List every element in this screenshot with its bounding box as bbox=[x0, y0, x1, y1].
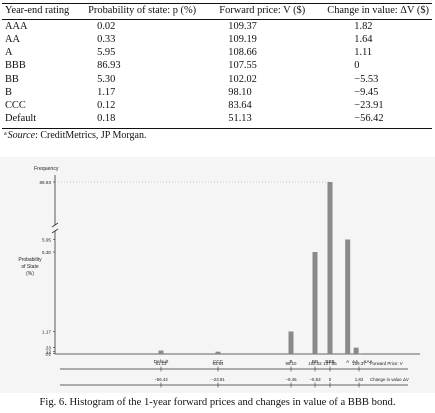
cell-rating: AA bbox=[5, 33, 21, 45]
price-tick-label: 102.02 bbox=[308, 361, 322, 366]
y-axis-side-label: Probability bbox=[18, 257, 42, 263]
cell-rating: CCC bbox=[5, 99, 26, 111]
category-label: CCC bbox=[213, 359, 224, 364]
bar-bbb bbox=[327, 182, 333, 354]
table-row: Default 0.18 51.13 −56.42 bbox=[2, 112, 432, 129]
header-change-in-value: Change in value: ΔV ($) bbox=[324, 2, 432, 21]
y-tick-label: 86.93 bbox=[40, 180, 52, 185]
table-row: B 1.17 98.10 −9.45 bbox=[2, 86, 432, 99]
bar-default bbox=[158, 350, 164, 354]
change-tick-label: 0 bbox=[329, 377, 332, 382]
category-label: BB bbox=[312, 359, 318, 364]
bar-a bbox=[345, 239, 351, 354]
category-label: AAA bbox=[363, 359, 373, 364]
table-header-row: Year-end rating Probability of state: p … bbox=[2, 2, 432, 21]
cell-change-in-value: 0 bbox=[354, 60, 360, 72]
cell-rating: BBB bbox=[5, 60, 26, 72]
y-tick-label: .33 bbox=[45, 345, 52, 350]
price-tick-label: 107.55 bbox=[323, 361, 337, 366]
price-tick-label: 51.13 bbox=[156, 361, 168, 366]
axis-break-mark bbox=[51, 228, 59, 234]
cell-forward-price: 109.37 bbox=[228, 20, 257, 32]
price-tick-label: 109.37 bbox=[352, 361, 366, 366]
cell-rating: AAA bbox=[5, 20, 28, 32]
cell-forward-price: 98.10 bbox=[228, 86, 252, 98]
rating-table: Year-end rating Probability of state: p … bbox=[2, 2, 432, 129]
change-value-axis-label: Change in value ΔV bbox=[370, 377, 409, 382]
cell-probability: 0.18 bbox=[85, 112, 217, 129]
table-row: CCC 0.12 83.64 −23.91 bbox=[2, 100, 432, 113]
cell-change-in-value: −5.53 bbox=[354, 73, 379, 85]
cell-change-in-value: −23.91 bbox=[354, 99, 384, 111]
header-rating: Year-end rating bbox=[2, 2, 86, 21]
cell-change-in-value: −56.42 bbox=[324, 112, 432, 129]
cell-rating: Default bbox=[2, 112, 86, 129]
category-label: BBB bbox=[325, 359, 334, 364]
cell-forward-price: 108.66 bbox=[228, 47, 257, 59]
cell-probability: 0.33 bbox=[97, 33, 116, 45]
forward-price-axis-label: Forward Price: V bbox=[370, 361, 403, 366]
y-tick-label: .02 bbox=[45, 351, 52, 356]
y-tick-label: 5.95 bbox=[42, 237, 51, 242]
y-axis-title: Frequency bbox=[34, 166, 59, 172]
axis-break-mark bbox=[51, 222, 59, 228]
category-label: A bbox=[346, 359, 350, 364]
header-forward-price: Forward price: V ($) bbox=[216, 2, 325, 21]
cell-change-in-value: 1.11 bbox=[354, 47, 373, 59]
change-tick-label: 1.82 bbox=[355, 377, 364, 382]
table-row: BB 5.30 102.02 −5.53 bbox=[2, 73, 432, 86]
cell-change-in-value: 1.82 bbox=[354, 20, 373, 32]
table-footnote: aSource: CreditMetrics, JP Morgan. bbox=[4, 130, 146, 141]
cell-probability: 1.17 bbox=[97, 86, 116, 98]
cell-rating: A bbox=[5, 47, 13, 59]
y-tick-label: 5.30 bbox=[42, 250, 51, 255]
cell-probability: 0.02 bbox=[97, 20, 116, 32]
y-tick-label: 1.17 bbox=[42, 329, 51, 334]
price-tick-label: 98.10 bbox=[286, 361, 298, 366]
y-axis-side-label: (%) bbox=[26, 271, 34, 277]
category-label: Default bbox=[154, 359, 169, 364]
cell-change-in-value: 1.64 bbox=[354, 33, 373, 45]
cell-forward-price: 51.13 bbox=[216, 112, 325, 129]
cell-rating: BB bbox=[5, 73, 19, 85]
price-tick-label: 83.64 bbox=[213, 361, 225, 366]
y-axis-side-label: of State bbox=[21, 264, 38, 270]
cell-probability: 0.12 bbox=[97, 99, 116, 111]
header-probability: Probability of state: p (%) bbox=[85, 2, 217, 21]
cell-probability: 5.30 bbox=[97, 73, 116, 85]
cell-rating: B bbox=[5, 86, 12, 98]
cell-change-in-value: −9.45 bbox=[354, 86, 379, 98]
cell-probability: 5.95 bbox=[97, 47, 116, 59]
cell-forward-price: 102.02 bbox=[228, 73, 257, 85]
bar-aa bbox=[353, 347, 359, 354]
change-tick-label: −56.42 bbox=[154, 377, 168, 382]
change-tick-label: −23.91 bbox=[211, 377, 225, 382]
footnote-source-label: Source bbox=[7, 130, 36, 141]
y-tick-label: .12 bbox=[45, 349, 52, 354]
category-label: B bbox=[289, 359, 292, 364]
bar-ccc bbox=[215, 351, 221, 354]
table-row: AA 0.33 109.19 1.64 bbox=[2, 34, 432, 47]
cell-forward-price: 109.19 bbox=[228, 33, 257, 45]
footnote-marker: a bbox=[4, 131, 7, 137]
figure-caption: Fig. 6. Histogram of the 1-year forward … bbox=[39, 397, 396, 408]
change-tick-label: −5.53 bbox=[309, 377, 321, 382]
cell-forward-price: 107.55 bbox=[228, 60, 257, 72]
cell-probability: 86.93 bbox=[97, 60, 121, 72]
histogram-figure: Frequency Probability of State (%) 86.93 5.95… bbox=[0, 157, 435, 393]
bar-bb bbox=[312, 252, 318, 354]
change-tick-label: −9.45 bbox=[285, 377, 297, 382]
table-row: BBB 86.93 107.55 0 bbox=[2, 60, 432, 73]
table-row: A 5.95 108.66 1.11 bbox=[2, 47, 432, 60]
bar-b bbox=[288, 331, 294, 354]
table-row: AAA 0.02 109.37 1.82 bbox=[2, 20, 432, 34]
category-label: AA bbox=[352, 359, 359, 364]
cell-forward-price: 83.64 bbox=[228, 99, 252, 111]
footnote-text: : CreditMetrics, JP Morgan. bbox=[35, 130, 147, 141]
